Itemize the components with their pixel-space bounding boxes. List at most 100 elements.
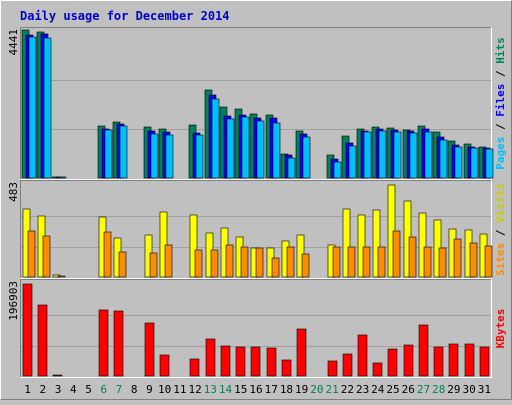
x-tick-label-day-10: 10 [158, 383, 171, 396]
bar-kbytes-day-10 [159, 354, 170, 377]
legend-entry-hits: Hits [494, 37, 507, 64]
x-tick-label-day-26: 26 [402, 383, 415, 396]
bar-pages-day-24 [378, 130, 387, 179]
series-sites [27, 230, 493, 278]
bar-kbytes-day-30 [464, 343, 475, 377]
x-tick-label-day-3: 3 [55, 383, 62, 396]
bar-sites-day-24 [377, 246, 386, 278]
bar-pages-day-23 [363, 131, 372, 179]
series-hits [21, 29, 487, 179]
bar-pages-day-1 [28, 36, 37, 179]
x-tick-label-day-13: 13 [204, 383, 217, 396]
x-tick-label-day-24: 24 [371, 383, 385, 396]
legend-entry-kbytes: KBytes [494, 309, 507, 349]
bar-pages-day-28 [439, 139, 448, 179]
x-tick-label-day-17: 17 [265, 383, 278, 396]
bar-kbytes-day-26 [403, 344, 414, 377]
bar-kbytes-day-7 [113, 310, 124, 377]
x-tick-label-day-23: 23 [356, 383, 369, 396]
panel-hits: 4441 Pages / Files / Hits [7, 27, 507, 180]
series-kbytes [22, 283, 490, 377]
bar-sites-day-19 [301, 253, 310, 278]
bar-sites-day-14 [225, 244, 234, 278]
x-tick-label-day-4: 4 [70, 383, 77, 396]
bar-pages-day-18 [287, 157, 296, 179]
bar-sites-day-1 [27, 230, 36, 278]
bar-sites-day-13 [210, 249, 219, 278]
bar-pages-day-10 [165, 134, 174, 179]
bar-sites-day-17 [271, 257, 280, 278]
x-tick-label-day-1: 1 [24, 383, 31, 396]
bar-sites-day-23 [362, 246, 371, 278]
bar-pages-day-14 [226, 118, 235, 179]
bar-kbytes-day-12 [189, 358, 200, 377]
bar-kbytes-day-31 [479, 346, 490, 377]
bar-visits-day-10 [159, 211, 168, 278]
legend-separator: / [494, 223, 507, 243]
bar-sites-day-15 [240, 246, 249, 278]
panel-kbytes: 196903 KBytes [7, 279, 507, 378]
bar-pages-day-30 [470, 147, 479, 179]
bar-sites-day-16 [255, 247, 264, 278]
bar-pages-day-29 [454, 146, 463, 179]
panel-hits-axis-max-label: 4441 [7, 29, 20, 56]
panel-hits-legend: Pages / Files / Hits [494, 37, 507, 170]
x-tick-label-day-8: 8 [131, 383, 138, 396]
bar-kbytes-day-2 [37, 304, 48, 377]
bar-pages-day-19 [302, 136, 311, 179]
bar-kbytes-day-24 [372, 362, 383, 377]
bar-sites-day-18 [286, 246, 295, 278]
bar-sites-day-6 [103, 231, 112, 278]
bar-sites-day-21 [332, 246, 341, 278]
bar-kbytes-day-27 [418, 324, 429, 377]
x-tick-label-day-16: 16 [249, 383, 262, 396]
x-tick-label-day-25: 25 [386, 383, 399, 396]
bar-sites-day-12 [194, 249, 203, 278]
bar-pages-day-25 [393, 131, 402, 179]
bar-sites-day-31 [484, 245, 493, 278]
series-pages [28, 36, 494, 179]
x-tick-label-day-11: 11 [173, 383, 186, 396]
x-tick-label-day-31: 31 [478, 383, 491, 396]
x-tick-label-day-28: 28 [432, 383, 445, 396]
panel-kbytes-axis-max-label: 196903 [7, 281, 20, 321]
x-tick-label-day-14: 14 [219, 383, 233, 396]
bar-kbytes-day-29 [448, 343, 459, 377]
x-tick-label-day-12: 12 [188, 383, 201, 396]
bar-kbytes-day-9 [144, 322, 155, 377]
bar-sites-day-25 [392, 230, 401, 278]
bar-kbytes-day-1 [22, 283, 33, 377]
bar-sites-day-7 [118, 251, 127, 278]
x-tick-label-day-15: 15 [234, 383, 247, 396]
bar-pages-day-31 [485, 148, 494, 179]
bar-sites-day-26 [408, 236, 417, 278]
bar-pages-day-15 [241, 116, 250, 179]
bar-pages-day-7 [119, 125, 128, 179]
bar-sites-day-2 [42, 235, 51, 278]
bar-pages-day-26 [409, 132, 418, 179]
bar-kbytes-day-15 [235, 346, 246, 377]
bar-pages-day-2 [43, 37, 52, 179]
bar-kbytes-day-16 [250, 346, 261, 377]
panel-kbytes-legend: KBytes [494, 309, 507, 349]
legend-separator: / [494, 117, 507, 137]
bar-pages-day-27 [424, 131, 433, 179]
bar-pages-day-12 [195, 134, 204, 179]
bar-pages-day-3 [58, 176, 67, 179]
legend-entry-visits: Visits [494, 183, 507, 223]
x-axis-labels: 1 2 3 4 5 6 7 8 9 10 11 12 13 14 15 16 17 18 19 20 21 22 23 24 2… [24, 383, 491, 396]
chart-title: Daily usage for December 2014 [20, 9, 230, 23]
bar-kbytes-day-21 [327, 360, 338, 377]
legend-entry-pages: Pages [494, 137, 507, 170]
bar-kbytes-day-13 [205, 338, 216, 377]
bar-visits-day-23 [357, 214, 366, 278]
bar-visits-day-12 [189, 214, 198, 278]
bar-kbytes-day-22 [342, 353, 353, 377]
bar-visits-day-22 [342, 208, 351, 278]
bar-visits-day-27 [418, 212, 427, 278]
bar-visits-day-24 [372, 209, 381, 278]
bar-kbytes-day-23 [357, 334, 368, 377]
bar-kbytes-day-28 [433, 346, 444, 377]
panel-visits: 483 Sites / Visits [7, 180, 507, 279]
